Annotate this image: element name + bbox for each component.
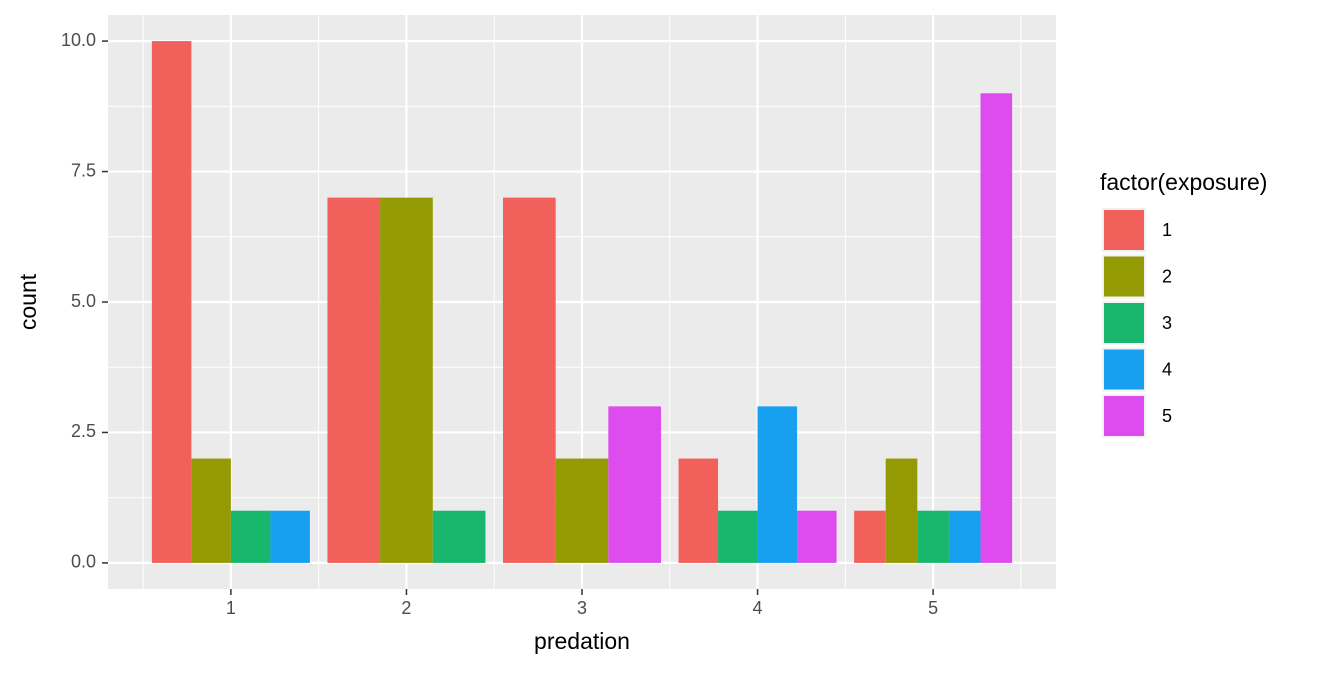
- bar: [980, 93, 1013, 563]
- bar: [380, 197, 433, 563]
- y-tick-label: 7.5: [71, 160, 96, 180]
- legend-title: factor(exposure): [1100, 169, 1267, 195]
- bar: [917, 510, 949, 563]
- legend-swatch: [1104, 396, 1144, 436]
- bar: [885, 458, 918, 563]
- legend-swatch: [1104, 303, 1144, 343]
- bars: [151, 41, 1013, 563]
- bar: [191, 458, 231, 563]
- bar: [678, 458, 719, 563]
- bar: [503, 197, 556, 563]
- bar: [854, 510, 886, 563]
- legend-swatch: [1104, 256, 1144, 297]
- x-axis-title: predation: [534, 628, 630, 654]
- bar: [757, 406, 798, 563]
- bar: [151, 41, 192, 563]
- y-tick-label: 0.0: [71, 552, 96, 572]
- y-tick-label: 10.0: [61, 30, 96, 50]
- bar: [608, 406, 661, 563]
- bar: [718, 510, 758, 563]
- legend-label: 2: [1162, 266, 1172, 286]
- legend-label: 4: [1162, 359, 1172, 379]
- legend-swatch: [1104, 349, 1144, 390]
- bar: [797, 510, 837, 563]
- y-tick-label: 5.0: [71, 291, 96, 311]
- bar: [327, 197, 381, 563]
- legend-swatch: [1104, 210, 1144, 250]
- bar: [270, 510, 310, 563]
- bar: [948, 510, 981, 563]
- bar: [555, 458, 609, 563]
- bar: [230, 510, 271, 563]
- y-tick-label: 2.5: [71, 421, 96, 441]
- legend-label: 5: [1162, 406, 1172, 426]
- x-tick-label: 4: [753, 598, 763, 618]
- legend-label: 1: [1162, 220, 1172, 240]
- x-tick-label: 5: [928, 598, 938, 618]
- x-tick-label: 2: [401, 598, 411, 618]
- legend-label: 3: [1162, 313, 1172, 333]
- bar: [432, 510, 486, 563]
- x-tick-label: 3: [577, 598, 587, 618]
- y-axis-title: count: [15, 273, 41, 330]
- x-tick-label: 1: [226, 598, 236, 618]
